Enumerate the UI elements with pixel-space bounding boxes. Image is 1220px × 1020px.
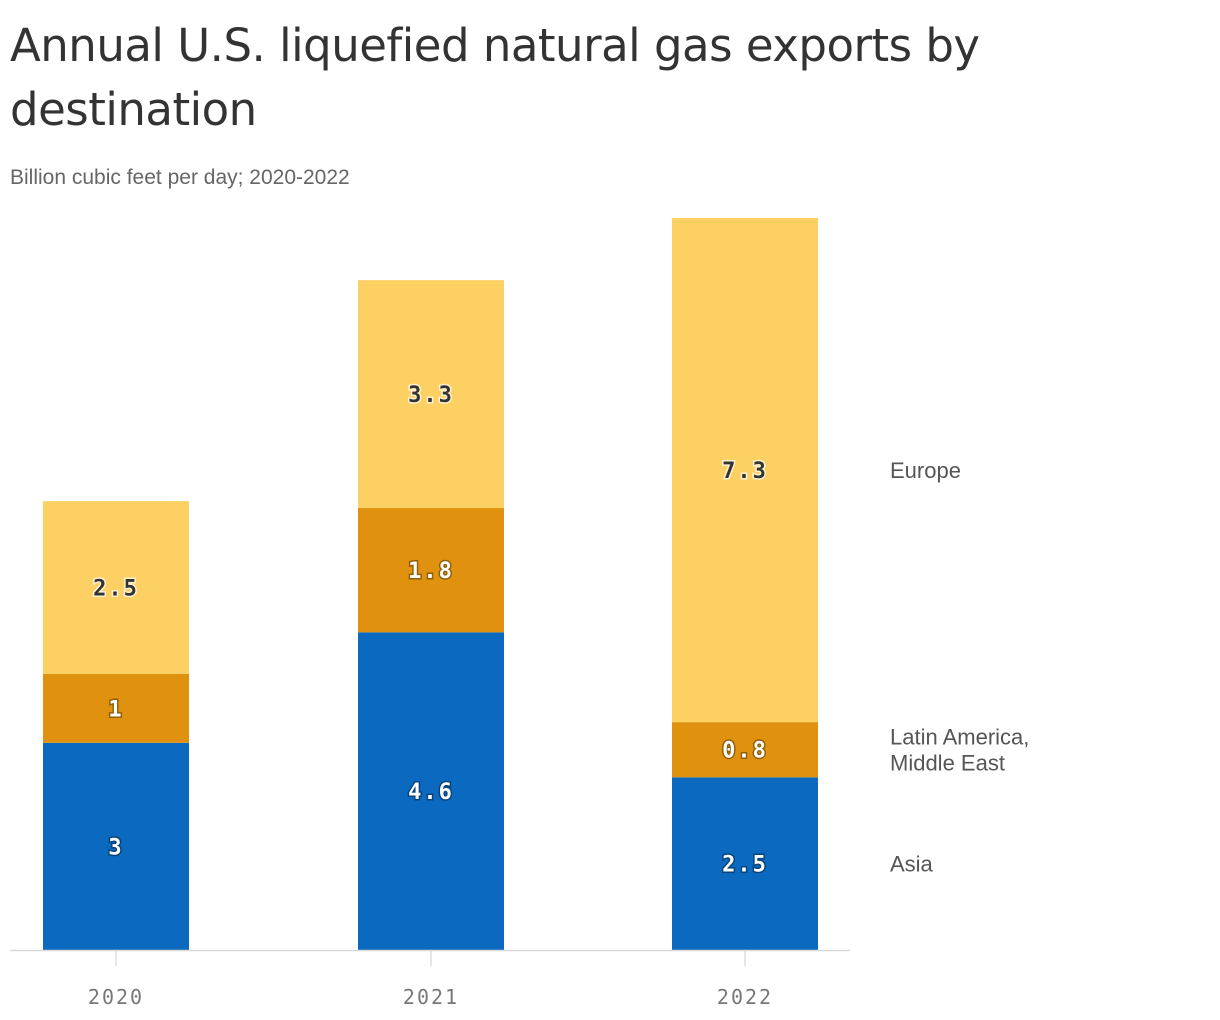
legend-label-latin-america-middle-east: Latin America, Middle East <box>890 725 1029 776</box>
data-label-2022-latin-america-middle-east: 0.8 <box>722 739 768 764</box>
chart-title: Annual U.S. liquefied natural gas export… <box>10 19 980 136</box>
bar-segment-2020-europe <box>43 501 189 674</box>
data-label-2020-latin-america-middle-east: 1 <box>108 697 123 722</box>
x-axis: 2020 2021 2022 <box>10 949 850 1009</box>
data-label-2021-europe: 3.3 <box>408 383 454 408</box>
data-label-2020-europe: 2.5 <box>93 576 139 601</box>
bar-segment-2022-europe <box>672 218 818 723</box>
x-tick-label-2021: 2021 <box>403 985 459 1009</box>
data-label-2021-asia: 4.6 <box>408 780 454 805</box>
bar-segment-2022-latin-america-middle-east <box>672 722 818 778</box>
legend: Asia Latin America, Middle East Europe <box>890 458 1029 877</box>
bar-segment-2021-asia <box>358 632 504 950</box>
chart-subtitle: Billion cubic feet per day; 2020-2022 <box>10 166 350 189</box>
x-tick-label-2022: 2022 <box>717 985 773 1009</box>
bars-layer: 3 1 2.5 4.6 1.8 3.3 2.5 0.8 7.3 <box>43 218 818 950</box>
data-label-2022-asia: 2.5 <box>722 853 768 878</box>
legend-label-asia: Asia <box>890 852 934 877</box>
bar-segment-2021-latin-america-middle-east <box>358 508 504 633</box>
bar-segment-2020-latin-america-middle-east <box>43 673 189 743</box>
x-tick-label-2020: 2020 <box>88 985 144 1009</box>
bar-segment-2020-asia <box>43 742 189 950</box>
data-label-2022-europe: 7.3 <box>722 459 768 484</box>
bar-segment-2021-europe <box>358 280 504 509</box>
bar-segment-2022-asia <box>672 777 818 950</box>
data-label-2021-latin-america-middle-east: 1.8 <box>408 559 454 584</box>
legend-label-europe: Europe <box>890 458 961 483</box>
data-label-2020-asia: 3 <box>108 835 123 860</box>
